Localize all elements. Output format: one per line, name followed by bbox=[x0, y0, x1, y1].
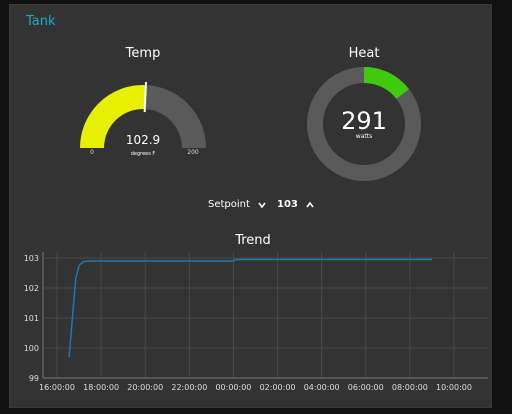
temp-units: degrees F bbox=[130, 151, 156, 157]
y-tick-label: 102 bbox=[24, 284, 39, 293]
heat-title: Heat bbox=[348, 46, 380, 61]
heat-value: 291 bbox=[341, 107, 387, 135]
temp-min-label: 0 bbox=[90, 149, 94, 156]
x-tick-label: 22:00:00 bbox=[171, 383, 207, 392]
temp-gauge-fill bbox=[80, 85, 146, 148]
x-tick-label: 16:00:00 bbox=[39, 383, 75, 392]
x-tick-label: 10:00:00 bbox=[436, 383, 472, 392]
x-tick-label: 00:00:00 bbox=[215, 383, 251, 392]
y-tick-label: 101 bbox=[24, 314, 39, 323]
x-tick-label: 20:00:00 bbox=[127, 383, 163, 392]
x-tick-label: 04:00:00 bbox=[304, 383, 340, 392]
setpoint-value: 103 bbox=[277, 199, 298, 210]
temp-value: 102.9 bbox=[125, 133, 161, 147]
temp-gauge-needle bbox=[143, 82, 148, 113]
x-tick-label: 08:00:00 bbox=[392, 383, 428, 392]
heat-donut-fill bbox=[363, 67, 410, 100]
y-tick-label: 103 bbox=[24, 254, 39, 263]
chevron-down-icon[interactable] bbox=[257, 200, 267, 213]
temp-title: Temp bbox=[125, 46, 161, 61]
y-tick-label: 100 bbox=[24, 344, 39, 353]
x-tick-label: 06:00:00 bbox=[348, 383, 384, 392]
chart-title: Trend bbox=[235, 233, 271, 248]
dashboard-panel: Tank bbox=[9, 4, 492, 408]
x-tick-label: 18:00:00 bbox=[83, 383, 119, 392]
heat-units: watts bbox=[355, 133, 373, 140]
x-tick-label: 02:00:00 bbox=[260, 383, 296, 392]
y-tick-label: 99 bbox=[29, 374, 39, 383]
setpoint-label: Setpoint bbox=[208, 199, 250, 210]
series-line bbox=[68, 258, 432, 358]
group-title: Tank bbox=[26, 14, 56, 29]
temp-max-label: 200 bbox=[187, 149, 199, 156]
chevron-up-icon[interactable] bbox=[305, 200, 315, 213]
